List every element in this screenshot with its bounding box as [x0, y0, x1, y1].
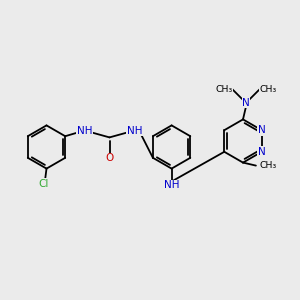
- Text: N: N: [258, 147, 266, 157]
- Text: CH₃: CH₃: [215, 85, 232, 94]
- Text: NH: NH: [164, 180, 179, 190]
- Text: O: O: [105, 153, 114, 164]
- Text: NH: NH: [77, 125, 92, 136]
- Text: CH₃: CH₃: [260, 161, 277, 170]
- Text: N: N: [258, 125, 266, 135]
- Text: N: N: [242, 98, 250, 108]
- Text: Cl: Cl: [38, 178, 49, 189]
- Text: CH₃: CH₃: [260, 85, 277, 94]
- Text: NH: NH: [127, 125, 142, 136]
